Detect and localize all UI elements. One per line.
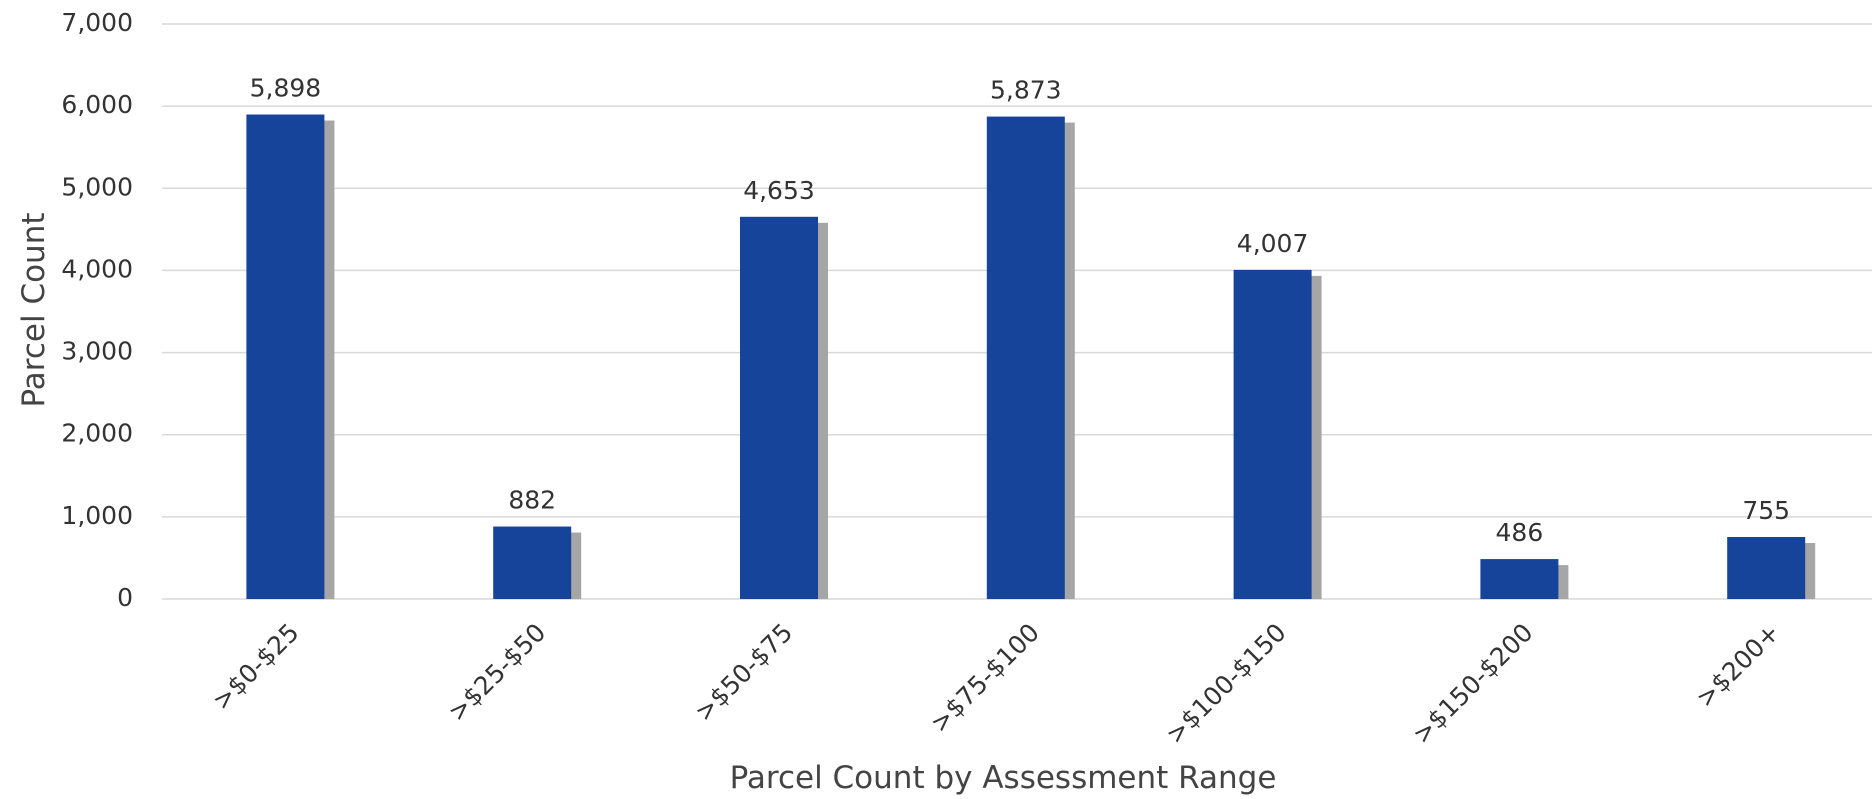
x-axis-title: Parcel Count by Assessment Range: [730, 760, 1277, 796]
x-tick-label: >$50-$75: [689, 618, 798, 727]
y-tick-label: 1,000: [61, 501, 133, 530]
y-tick-label: 7,000: [61, 8, 133, 37]
y-tick-label: 2,000: [61, 419, 133, 448]
bar: [740, 216, 818, 599]
bar: [1233, 269, 1312, 599]
y-tick-label: 4,000: [61, 254, 133, 283]
data-label: 5,873: [990, 76, 1062, 105]
y-tick-label: 6,000: [61, 90, 133, 119]
bar: [1727, 536, 1806, 599]
x-tick-label: >$25-$50: [442, 618, 551, 727]
x-tick-label: >$200+: [1690, 618, 1785, 713]
bar: [493, 526, 572, 599]
y-axis-title: Parcel Count: [16, 212, 52, 407]
x-tick-label: >$100-$150: [1160, 618, 1292, 750]
data-label: 5,898: [250, 74, 322, 103]
data-label: 4,007: [1237, 229, 1309, 258]
y-tick-label: 3,000: [61, 337, 133, 366]
x-tick-label: >$0-$25: [207, 618, 305, 716]
bar: [246, 114, 325, 600]
bar: [986, 116, 1065, 599]
data-label: 882: [508, 486, 556, 515]
x-tick-label: >$150-$200: [1407, 618, 1539, 750]
data-label: 4,653: [743, 176, 815, 205]
bar: [1480, 559, 1559, 599]
data-label: 755: [1742, 496, 1790, 525]
y-tick-label: 5,000: [61, 172, 133, 201]
y-tick-label: 0: [117, 583, 133, 612]
x-tick-label: >$75-$100: [925, 618, 1045, 738]
data-label: 486: [1496, 518, 1544, 547]
